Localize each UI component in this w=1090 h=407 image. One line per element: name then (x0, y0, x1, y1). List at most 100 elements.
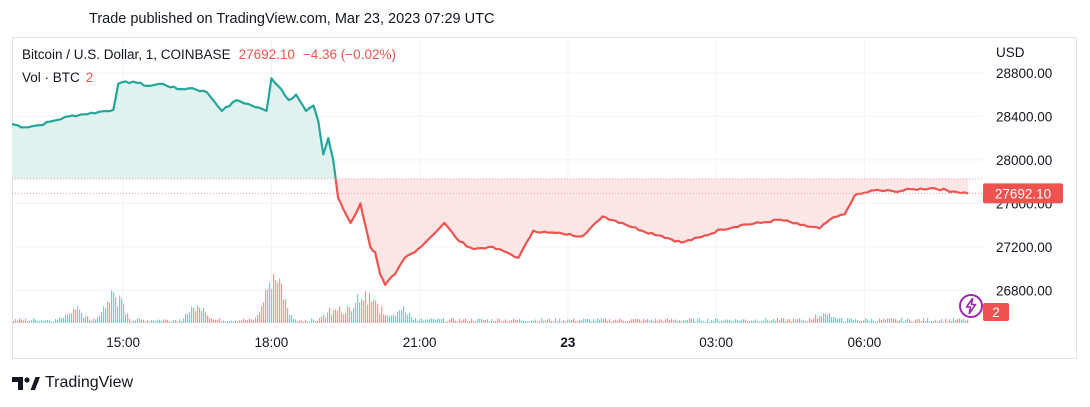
volume-bar (71, 313, 73, 323)
volume-bar (569, 319, 571, 323)
volume-bar (847, 318, 849, 323)
volume-bar (737, 319, 739, 323)
volume-bar (405, 312, 407, 323)
volume-bar (445, 321, 447, 323)
volume-bar (585, 318, 587, 323)
currency-label[interactable]: USD (996, 45, 1025, 60)
volume-bar (65, 314, 67, 323)
volume-bar (875, 321, 877, 323)
volume-bar (635, 318, 637, 323)
volume-bar (943, 321, 945, 323)
volume-bar (547, 319, 549, 323)
volume-bar (85, 316, 87, 323)
volume-bar (789, 319, 791, 323)
volume-bar (889, 318, 891, 323)
lightning-icon[interactable] (958, 293, 984, 319)
volume-bar (141, 319, 143, 323)
volume-bar (793, 318, 795, 323)
volume-bar (129, 318, 131, 323)
volume-bar (937, 321, 939, 323)
volume-bar (19, 318, 21, 323)
volume-bar (919, 319, 921, 323)
volume-bar (89, 319, 91, 323)
volume-bar (539, 320, 541, 323)
volume-bar (371, 302, 373, 323)
volume-bar (587, 318, 589, 323)
volume-bar (675, 319, 677, 323)
volume-bar (813, 318, 815, 323)
volume-bar (615, 319, 617, 323)
volume-bar (891, 318, 893, 323)
volume-bar (369, 292, 371, 323)
volume-bar (849, 318, 851, 323)
volume-bar (17, 320, 19, 323)
volume-bar (211, 318, 213, 323)
volume-bar (523, 320, 525, 323)
volume-bar (483, 320, 485, 323)
volume-bar (291, 315, 293, 323)
volume-bar (923, 318, 925, 323)
volume-bar (747, 320, 749, 323)
volume-bar (697, 318, 699, 323)
chart-legend[interactable]: Bitcoin / U.S. Dollar, 1, COINBASE 27692.… (22, 47, 396, 62)
volume-bar (91, 320, 93, 323)
volume-legend[interactable]: Vol · BTC 2 (22, 70, 93, 85)
volume-bar (337, 310, 339, 323)
volume-bar (475, 321, 477, 323)
volume-bar (921, 321, 923, 323)
y-tick-label: 28000.00 (996, 153, 1052, 168)
volume-bar (229, 321, 231, 323)
volume-bar (395, 315, 397, 323)
volume-bar (31, 320, 33, 323)
volume-bar (357, 294, 359, 323)
volume-bar (945, 318, 947, 323)
volume-bar (121, 298, 123, 323)
volume-bar (927, 318, 929, 323)
volume-bar (41, 319, 43, 323)
volume-bar (449, 319, 451, 323)
symbol-title[interactable]: Bitcoin / U.S. Dollar, 1, COINBASE (22, 47, 231, 62)
volume-bar (745, 319, 747, 323)
price-area-down (335, 178, 969, 285)
volume-bar (735, 318, 737, 323)
volume-bar (781, 318, 783, 323)
tradingview-branding[interactable]: TradingView (12, 374, 133, 392)
volume-bar (777, 318, 779, 323)
volume-bar (611, 321, 613, 323)
volume-bar (375, 300, 377, 323)
volume-bar (881, 320, 883, 323)
volume-bar (13, 320, 15, 323)
volume-bar (167, 319, 169, 323)
volume-bar (853, 320, 855, 323)
volume-bar (379, 313, 381, 323)
volume-bar (665, 318, 667, 323)
volume-bar (651, 319, 653, 323)
volume-bar (309, 321, 311, 323)
volume-bar (183, 318, 185, 323)
volume-bar (401, 310, 403, 323)
volume-bar (595, 320, 597, 323)
volume-bar (529, 321, 531, 323)
volume-bar (135, 320, 137, 323)
volume-bar (233, 321, 235, 323)
volume-bar (741, 319, 743, 323)
volume-bar (817, 318, 819, 323)
volume-bar (161, 320, 163, 323)
volume-bar (537, 321, 539, 323)
volume-bar (277, 282, 279, 323)
volume-bar (543, 320, 545, 323)
volume-bar (407, 314, 409, 323)
volume-bar (217, 319, 219, 323)
volume-bar (565, 321, 567, 323)
volume-bar (63, 317, 65, 323)
volume-bar (607, 321, 609, 323)
volume-bar (533, 320, 535, 323)
volume-bar (807, 321, 809, 323)
volume-bar (837, 319, 839, 323)
volume-bar (259, 312, 261, 323)
volume-bar (295, 319, 297, 323)
volume-bar (305, 319, 307, 323)
volume-bar (573, 318, 575, 323)
volume-bar (671, 318, 673, 323)
